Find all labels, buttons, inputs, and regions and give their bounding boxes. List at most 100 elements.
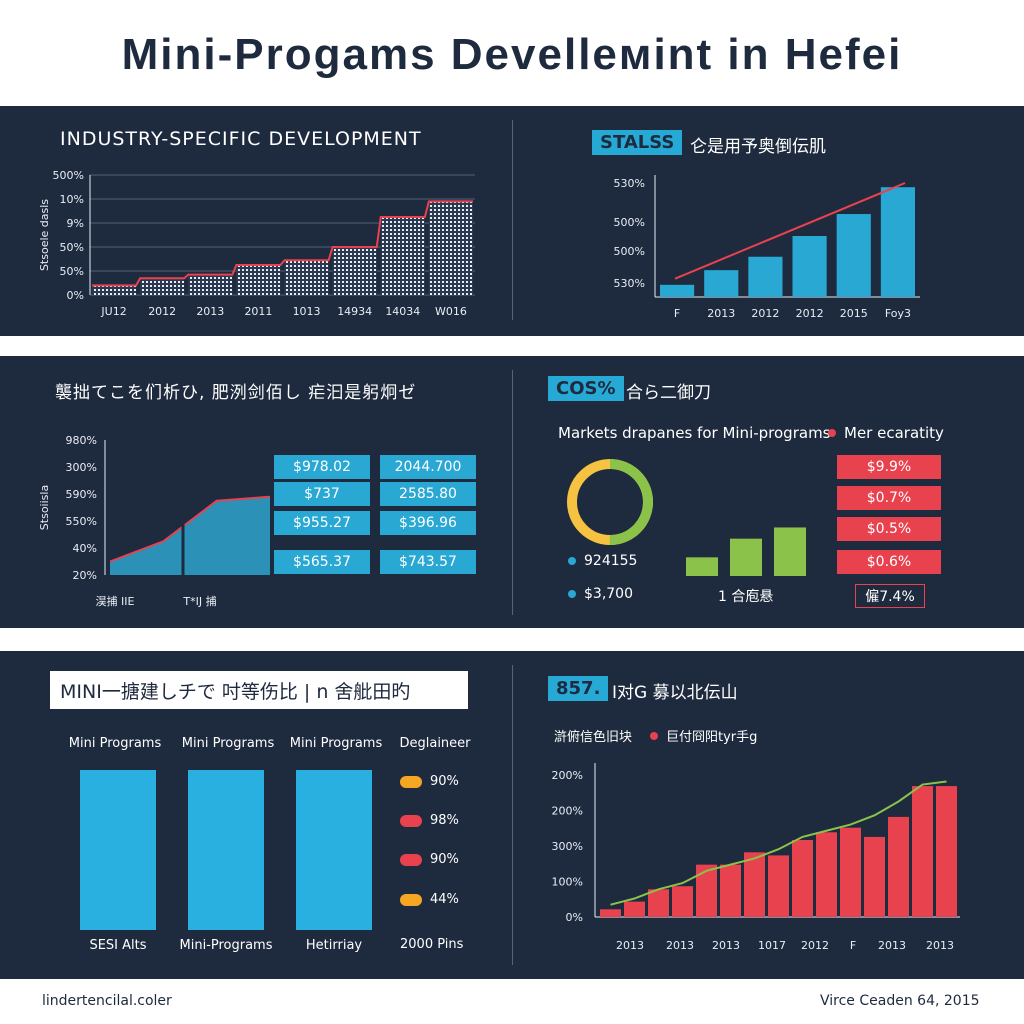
y-tick-label: 500%: [614, 216, 645, 229]
y-tick-label: 40%: [73, 542, 97, 555]
cos-bar-chart: [686, 527, 806, 576]
percent-box: $0.5%: [837, 517, 941, 541]
y-tick-label: 300%: [66, 461, 97, 474]
bar: [686, 557, 718, 576]
legend-label: 98%: [430, 813, 459, 828]
legend-swatch: [568, 590, 576, 598]
x-tick-label: Foy3: [885, 307, 911, 320]
value-box: $743.57: [380, 550, 476, 574]
percent-box: $0.7%: [837, 486, 941, 510]
legend-swatch: [400, 893, 422, 906]
bar: [92, 285, 137, 295]
value-box: $737: [274, 482, 370, 506]
bar: [744, 852, 765, 917]
value-box: $565.37: [274, 550, 370, 574]
bar: [648, 889, 669, 917]
y-tick-label: 590%: [66, 488, 97, 501]
y-tick-label: 530%: [614, 277, 645, 290]
bar: [428, 201, 473, 295]
y-tick-label: 200%: [552, 805, 583, 818]
trend-tag-text: I对G 募以北伝山: [612, 683, 738, 703]
percent-box: $0.6%: [837, 550, 941, 574]
bar: [864, 836, 885, 917]
bar: [696, 864, 717, 917]
column-header: Mini Programs: [289, 736, 383, 751]
trend-legend-right: 巨付冏阳tyr手g: [666, 730, 758, 745]
page-title: Mini-Progams Develleмint in Hefei: [121, 30, 903, 79]
legend-swatch: [568, 557, 576, 565]
trend-legend: 滸俯信色旧块 巨付冏阳tyr手g: [554, 726, 757, 745]
bar: [188, 274, 233, 295]
industry-chart: 500% 10% 9% 50% 50% 0% Stsoele dasls JU12 2012 20…: [38, 169, 475, 318]
x-tick-label: 2012: [148, 305, 176, 318]
x-tick-label: 2011: [244, 305, 272, 318]
y-tick-label: 10%: [60, 193, 84, 206]
bar: [720, 864, 741, 917]
area-outline: [109, 495, 271, 563]
x-tick-label: JU12: [100, 305, 126, 318]
cos-subtitle: Markets drapanes for Mini-programs: [558, 424, 831, 442]
y-tick-label: 9%: [67, 217, 84, 230]
y-tick-label: 500%: [614, 245, 645, 258]
y-axis-label: Stsoiisla: [38, 485, 51, 530]
x-tick-label: 2013: [712, 939, 740, 952]
bar: [748, 256, 783, 297]
x-tick-label: 2013: [878, 939, 906, 952]
value-box: $396.96: [380, 511, 476, 535]
y-tick-label: 0%: [67, 289, 84, 302]
column-header: Mini Programs: [181, 736, 275, 751]
legend-item: 44%: [400, 892, 459, 907]
x-tick-label: 1017: [758, 939, 786, 952]
x-tick-label: T*IJ 捕: [182, 594, 216, 608]
legend-label: 44%: [430, 892, 459, 907]
x-tick-label: 2013: [666, 939, 694, 952]
legend-swatch: [828, 429, 836, 437]
y-tick-label: 300%: [552, 840, 583, 853]
stats-tag-text: 仑是用予奥倒伝肌: [690, 137, 826, 157]
column-header: Deglaineer: [399, 736, 471, 751]
mini-panel-title: MINI一搪建しチで 吋等伤比 | n 舍舭田旳: [50, 671, 468, 709]
bar: [600, 909, 621, 917]
cos-bars-label: 1 合庖悬: [718, 589, 774, 605]
bar-label: Hetirriay: [305, 938, 363, 953]
legend-swatch: [400, 853, 422, 866]
growth-chart: 980% 300% 590% 550% 40% 20% Stsoiisla 淏捕 IIE T*I…: [38, 434, 271, 608]
x-tick-label: 2013: [707, 307, 735, 320]
bar: [774, 527, 806, 576]
x-tick-label: 2015: [840, 307, 868, 320]
footer-left: lindertencilal.coler: [42, 993, 172, 1009]
x-tick-label: 2013: [196, 305, 224, 318]
value-box: $955.27: [274, 511, 370, 535]
cos-legend-item-2: $3,700: [568, 586, 633, 602]
y-tick-label: 530%: [614, 177, 645, 190]
cos-legend-value-2: $3,700: [584, 586, 633, 602]
legend-label: 90%: [430, 852, 459, 867]
bar: [140, 278, 185, 295]
legend-item: 90%: [400, 774, 459, 789]
bar: [624, 901, 645, 917]
bar: [730, 538, 762, 576]
bar: [704, 270, 739, 297]
bar: [236, 265, 281, 295]
bar: [836, 214, 871, 297]
cos-donut-chart: [567, 459, 653, 545]
bar: [880, 187, 915, 297]
bar: [840, 827, 861, 917]
bar: [380, 217, 425, 295]
bar: [672, 886, 693, 917]
cos-tag: COS%: [548, 376, 624, 401]
value-box: 2044.700: [380, 455, 476, 479]
y-tick-label: 100%: [552, 876, 583, 889]
y-tick-label: 50%: [60, 241, 84, 254]
cos-legend-label: Mer ecaratity: [844, 424, 944, 442]
legend-item: 90%: [400, 852, 459, 867]
x-tick-label: 2012: [796, 307, 824, 320]
trend-line: [674, 182, 906, 280]
legend-swatch: [650, 731, 659, 740]
trend-tag: 857.: [548, 676, 609, 701]
legend-item: 98%: [400, 813, 459, 828]
y-tick-label: 20%: [73, 569, 97, 582]
bar: [936, 786, 957, 917]
y-tick-label: 200%: [552, 769, 583, 782]
y-tick-label: 550%: [66, 515, 97, 528]
